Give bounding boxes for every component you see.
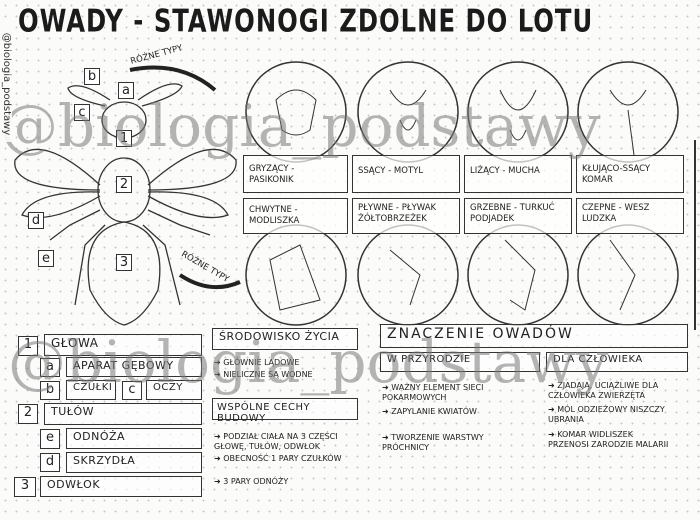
part-num: e	[40, 429, 60, 449]
human-heading: DLA CZŁOWIEKA	[546, 352, 688, 372]
part-label: GŁOWA	[44, 334, 202, 356]
mouthpart-label-box-2: SSĄCY - MOTYL	[352, 155, 460, 193]
part-num: 1	[18, 336, 38, 356]
leg-circle-raptorial	[245, 224, 347, 326]
habitat-item: NIELICZNE SĄ WODNE	[214, 370, 312, 380]
mouthpart-label: GRYZĄCY - PASIKONIK	[249, 164, 295, 185]
leg-label: CHWYTNE - MODLISZKA	[249, 205, 300, 226]
marker-d: d	[28, 212, 44, 229]
nature-heading: W PRZYRODZIE	[380, 352, 540, 372]
leg-circle-clinging	[577, 224, 679, 326]
page-title: OWADY - STAWONOGI ZDOLNE DO LOTU	[18, 3, 594, 40]
part-label: APARAT GĘBOWY	[66, 357, 202, 377]
part-num: b	[40, 381, 60, 400]
watermark: @biologia_podstawy	[8, 328, 609, 396]
part-num: 2	[18, 404, 38, 424]
part-label: ODNÓŻA	[66, 428, 202, 449]
mouthpart-label: LIŻĄCY - MUCHA	[470, 166, 540, 176]
marker-b: b	[84, 68, 100, 85]
part-label: SKRZYDŁA	[66, 452, 202, 473]
importance-heading: ZNACZENIE OWADÓW	[380, 324, 688, 348]
common-feature-item: 3 PARY ODNÓŻY	[214, 477, 364, 487]
part-num: d	[40, 453, 60, 472]
marker-c: c	[74, 104, 90, 121]
part-label: TUŁÓW	[44, 403, 202, 425]
part-label: OCZY	[146, 380, 202, 400]
side-credit: @biologia_podstawy	[0, 26, 12, 142]
part-num: a	[40, 358, 60, 377]
leg-circle-digging	[467, 224, 569, 326]
leg-label-box-1: CHWYTNE - MODLISZKA	[243, 198, 348, 234]
leg-label-box-4: CZEPNE - WESZ LUDZKA	[576, 198, 684, 234]
nature-item: ZAPYLANIE KWIATÓW	[382, 407, 532, 417]
leg-label: PŁYWNE - PŁYWAK ŻÓŁTOBRZEŻEK	[358, 203, 437, 224]
part-num: c	[122, 381, 142, 400]
common-features-heading: WSPÓLNE CECHY BUDOWY	[212, 398, 358, 424]
part-label: CZUŁKI	[66, 380, 116, 400]
marker-a: a	[118, 82, 134, 99]
mouthpart-label: SSĄCY - MOTYL	[358, 166, 424, 176]
habitat-item: GŁÓWNIE LĄDOWE	[214, 358, 299, 368]
nature-item: WAŻNY ELEMENT SIECI POKARMOWYCH	[382, 383, 512, 403]
marker-e: e	[38, 250, 54, 267]
leg-circle-swimming	[357, 224, 459, 326]
watermark: @biologia_podstawy	[0, 92, 601, 160]
part-label: ODWŁOK	[40, 476, 202, 497]
arrow-bottom	[178, 273, 241, 290]
nature-item: TWORZENIE WARSTWY PRÓCHNICY	[382, 433, 512, 453]
common-feature-item: PODZIAŁ CIAŁA NA 3 CZĘŚCI GŁOWĘ, TUŁÓW, …	[214, 432, 364, 452]
leg-label-box-3: GRZEBNE - TURKUĆ PODJADEK	[464, 198, 572, 234]
mouthpart-label-box-3: LIŻĄCY - MUCHA	[464, 155, 572, 193]
common-feature-item: OBECNOŚĆ 1 PARY CZUŁKÓW	[214, 454, 364, 464]
legs	[49, 209, 211, 306]
habitat-heading: ŚRODOWISKO ŻYCIA	[212, 328, 358, 350]
insect-diagram	[14, 65, 241, 326]
leg-label: CZEPNE - WESZ LUDZKA	[582, 203, 650, 224]
leg-label-box-2: PŁYWNE - PŁYWAK ŻÓŁTOBRZEŻEK	[352, 198, 460, 234]
marker-3: 3	[116, 254, 132, 271]
marker-1: 1	[116, 130, 132, 147]
antennae	[67, 83, 183, 107]
wings	[14, 148, 237, 219]
abdomen	[87, 221, 161, 326]
marker-2: 2	[116, 176, 132, 193]
mouthpart-label-box-1: GRYZĄCY - PASIKONIK	[243, 155, 348, 193]
arrow-top	[129, 65, 217, 92]
illustration-circles	[245, 61, 696, 330]
human-item: MÓL ODZIEŻOWY NISZCZY UBRANIA	[548, 405, 683, 425]
human-item: KOMAR WIDLISZEK PRZENOSI ZARODZIE MALARI…	[548, 430, 673, 450]
part-num: 3	[14, 477, 36, 497]
mouthpart-label-box-4: KŁUJĄCO-SSĄCY KOMAR	[576, 155, 684, 193]
leg-label: GRZEBNE - TURKUĆ PODJADEK	[470, 203, 555, 224]
mouthpart-label: KŁUJĄCO-SSĄCY KOMAR	[582, 164, 651, 185]
human-item: ZJADAJĄ, UCIĄŻLIWE DLA CZŁOWIEKA ZWIERZĘ…	[548, 381, 688, 401]
